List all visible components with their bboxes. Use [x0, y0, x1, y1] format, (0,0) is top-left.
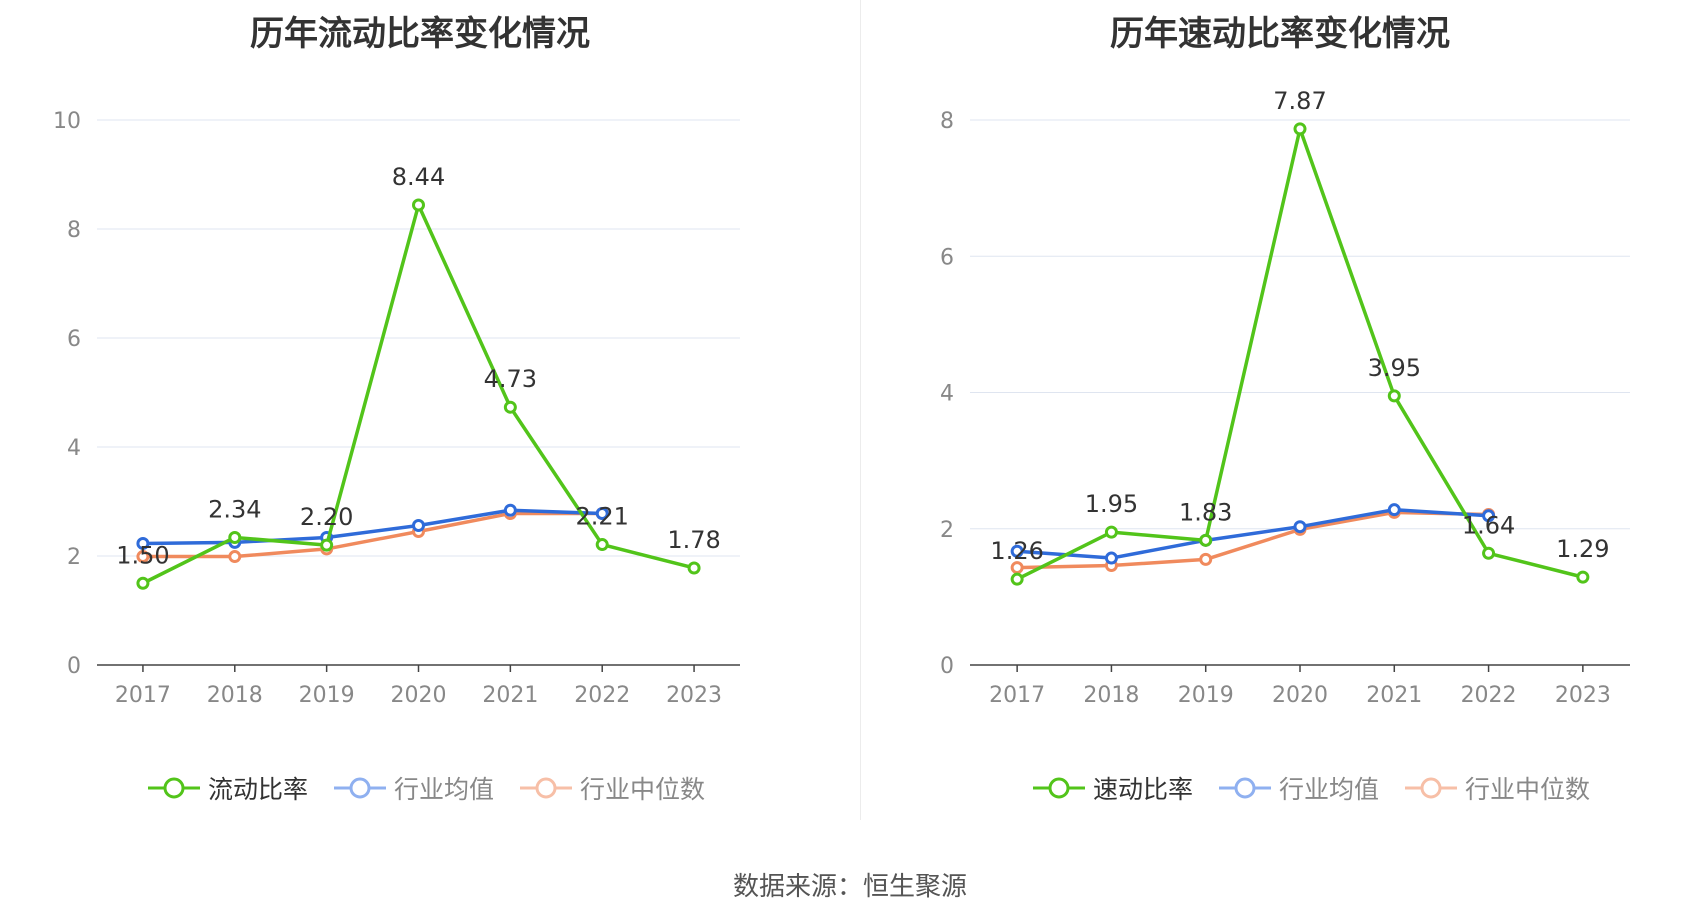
legend-item-series-2[interactable]: 行业均值	[334, 770, 494, 806]
x-tick-label: 2021	[482, 683, 538, 708]
legend-line-circle-icon	[334, 777, 387, 799]
data-point	[1482, 546, 1496, 560]
legend-label: 速动比率	[1093, 775, 1194, 804]
x-tick-label: 2017	[115, 683, 171, 708]
legend-line-circle-icon	[520, 777, 573, 799]
y-tick-label: 2	[67, 545, 81, 570]
x-tick-label: 2021	[1366, 683, 1422, 708]
data-point	[228, 530, 242, 544]
legend-label: 行业中位数	[1465, 775, 1591, 804]
data-point	[1010, 561, 1024, 575]
data-point	[595, 538, 609, 552]
data-point	[228, 550, 242, 564]
data-label: 1.78	[667, 526, 720, 554]
y-tick-label: 4	[67, 436, 81, 461]
data-label: 1.83	[1179, 498, 1232, 526]
data-point	[136, 536, 150, 550]
data-point	[412, 518, 425, 532]
data-point	[1199, 552, 1213, 566]
x-tick-label: 2018	[1083, 683, 1139, 708]
data-label: 4.73	[484, 365, 537, 393]
series-line	[1017, 510, 1489, 570]
y-tick-label: 0	[67, 654, 81, 679]
series-line	[142, 508, 603, 546]
y-tick-label: 8	[67, 218, 81, 243]
data-point	[1387, 503, 1401, 517]
data-point	[1576, 570, 1590, 584]
current-ratio-chart: 0 2 4 6 8 10 2017 2018 2019 2020 2021 2022 2023 1.50 2…	[53, 109, 740, 708]
panel-divider	[860, 0, 861, 820]
x-tick-label: 2019	[1178, 683, 1234, 708]
chart-title: 历年流动比率变化情况	[250, 14, 590, 54]
legend-line-circle-icon	[1219, 777, 1272, 799]
chart-panel-current-ratio: 历年流动比率变化情况 0 2 4 6 8 10 2017 2018 2019 2020 2021 20…	[0, 0, 850, 820]
data-label: 3.95	[1368, 354, 1421, 382]
data-label: 1.26	[990, 537, 1043, 565]
data-point	[1104, 525, 1118, 539]
data-label: 1.29	[1556, 535, 1609, 563]
legend-line-circle-icon	[148, 777, 200, 799]
legend-line-circle-icon	[1033, 777, 1085, 799]
x-tick-label: 2020	[1272, 683, 1328, 708]
y-tick-label: 8	[940, 109, 954, 134]
x-tick-label: 2022	[574, 683, 630, 708]
legend-item-series-1[interactable]: 流动比率	[148, 770, 308, 806]
x-tick-label: 2018	[207, 683, 263, 708]
chart-title: 历年速动比率变化情况	[1110, 14, 1450, 54]
data-point	[503, 400, 517, 414]
chart-legend: 速动比率 行业均值 行业中位数	[1033, 770, 1590, 806]
y-tick-label: 6	[940, 245, 954, 270]
legend-label: 行业均值	[394, 775, 495, 804]
x-tick-label: 2019	[299, 683, 355, 708]
y-tick-label: 6	[67, 327, 81, 352]
legend-label: 行业中位数	[580, 775, 706, 804]
data-point	[1104, 551, 1118, 565]
data-label: 1.95	[1085, 490, 1138, 518]
data-point	[595, 506, 609, 520]
x-tick-label: 2020	[391, 683, 447, 708]
data-point	[503, 503, 517, 517]
data-point	[1293, 122, 1307, 136]
legend-item-series-3[interactable]: 行业中位数	[520, 770, 705, 806]
legend-item-series-1[interactable]: 速动比率	[1033, 770, 1193, 806]
data-point	[1293, 520, 1307, 534]
x-tick-label: 2023	[666, 683, 722, 708]
legend-line-circle-icon	[1405, 777, 1458, 799]
y-tick-label: 0	[940, 654, 954, 679]
data-point	[136, 550, 150, 564]
data-label: 2.20	[300, 503, 353, 531]
x-tick-label: 2022	[1461, 683, 1517, 708]
quick-ratio-chart: 0 2 4 6 8 2017 2018 2019 2020 2021 2022 2023 1.26 1.9…	[940, 87, 1630, 708]
data-point	[1199, 533, 1213, 547]
data-point	[320, 538, 334, 552]
y-tick-label: 4	[940, 382, 954, 407]
legend-item-series-3[interactable]: 行业中位数	[1405, 770, 1590, 806]
legend-item-series-2[interactable]: 行业均值	[1219, 770, 1379, 806]
data-point	[687, 561, 701, 575]
legend-label: 流动比率	[208, 775, 309, 804]
x-tick-label: 2023	[1555, 683, 1611, 708]
data-source-note: 数据来源：恒生聚源	[732, 872, 967, 902]
data-point	[136, 576, 150, 590]
data-point	[1482, 509, 1496, 523]
data-point	[1387, 389, 1401, 403]
data-point	[1010, 572, 1024, 586]
data-label: 7.87	[1273, 87, 1326, 115]
series-line	[1017, 507, 1489, 560]
data-point	[412, 198, 425, 212]
data-point	[1010, 544, 1024, 558]
y-tick-label: 10	[53, 109, 81, 134]
data-label: 1.50	[116, 541, 169, 569]
chart-panel-quick-ratio: 历年速动比率变化情况 0 2 4 6 8 2017 2018 2019 2020 2021 2022…	[860, 0, 1700, 820]
legend-label: 行业均值	[1279, 775, 1380, 804]
x-tick-label: 2017	[989, 683, 1045, 708]
chart-legend: 流动比率 行业均值 行业中位数	[148, 770, 705, 806]
data-label: 2.21	[575, 503, 628, 531]
data-label: 1.64	[1462, 511, 1515, 539]
data-label: 2.34	[208, 495, 261, 523]
data-label: 8.44	[392, 163, 445, 191]
series-line	[142, 511, 603, 559]
y-tick-label: 2	[940, 518, 954, 543]
